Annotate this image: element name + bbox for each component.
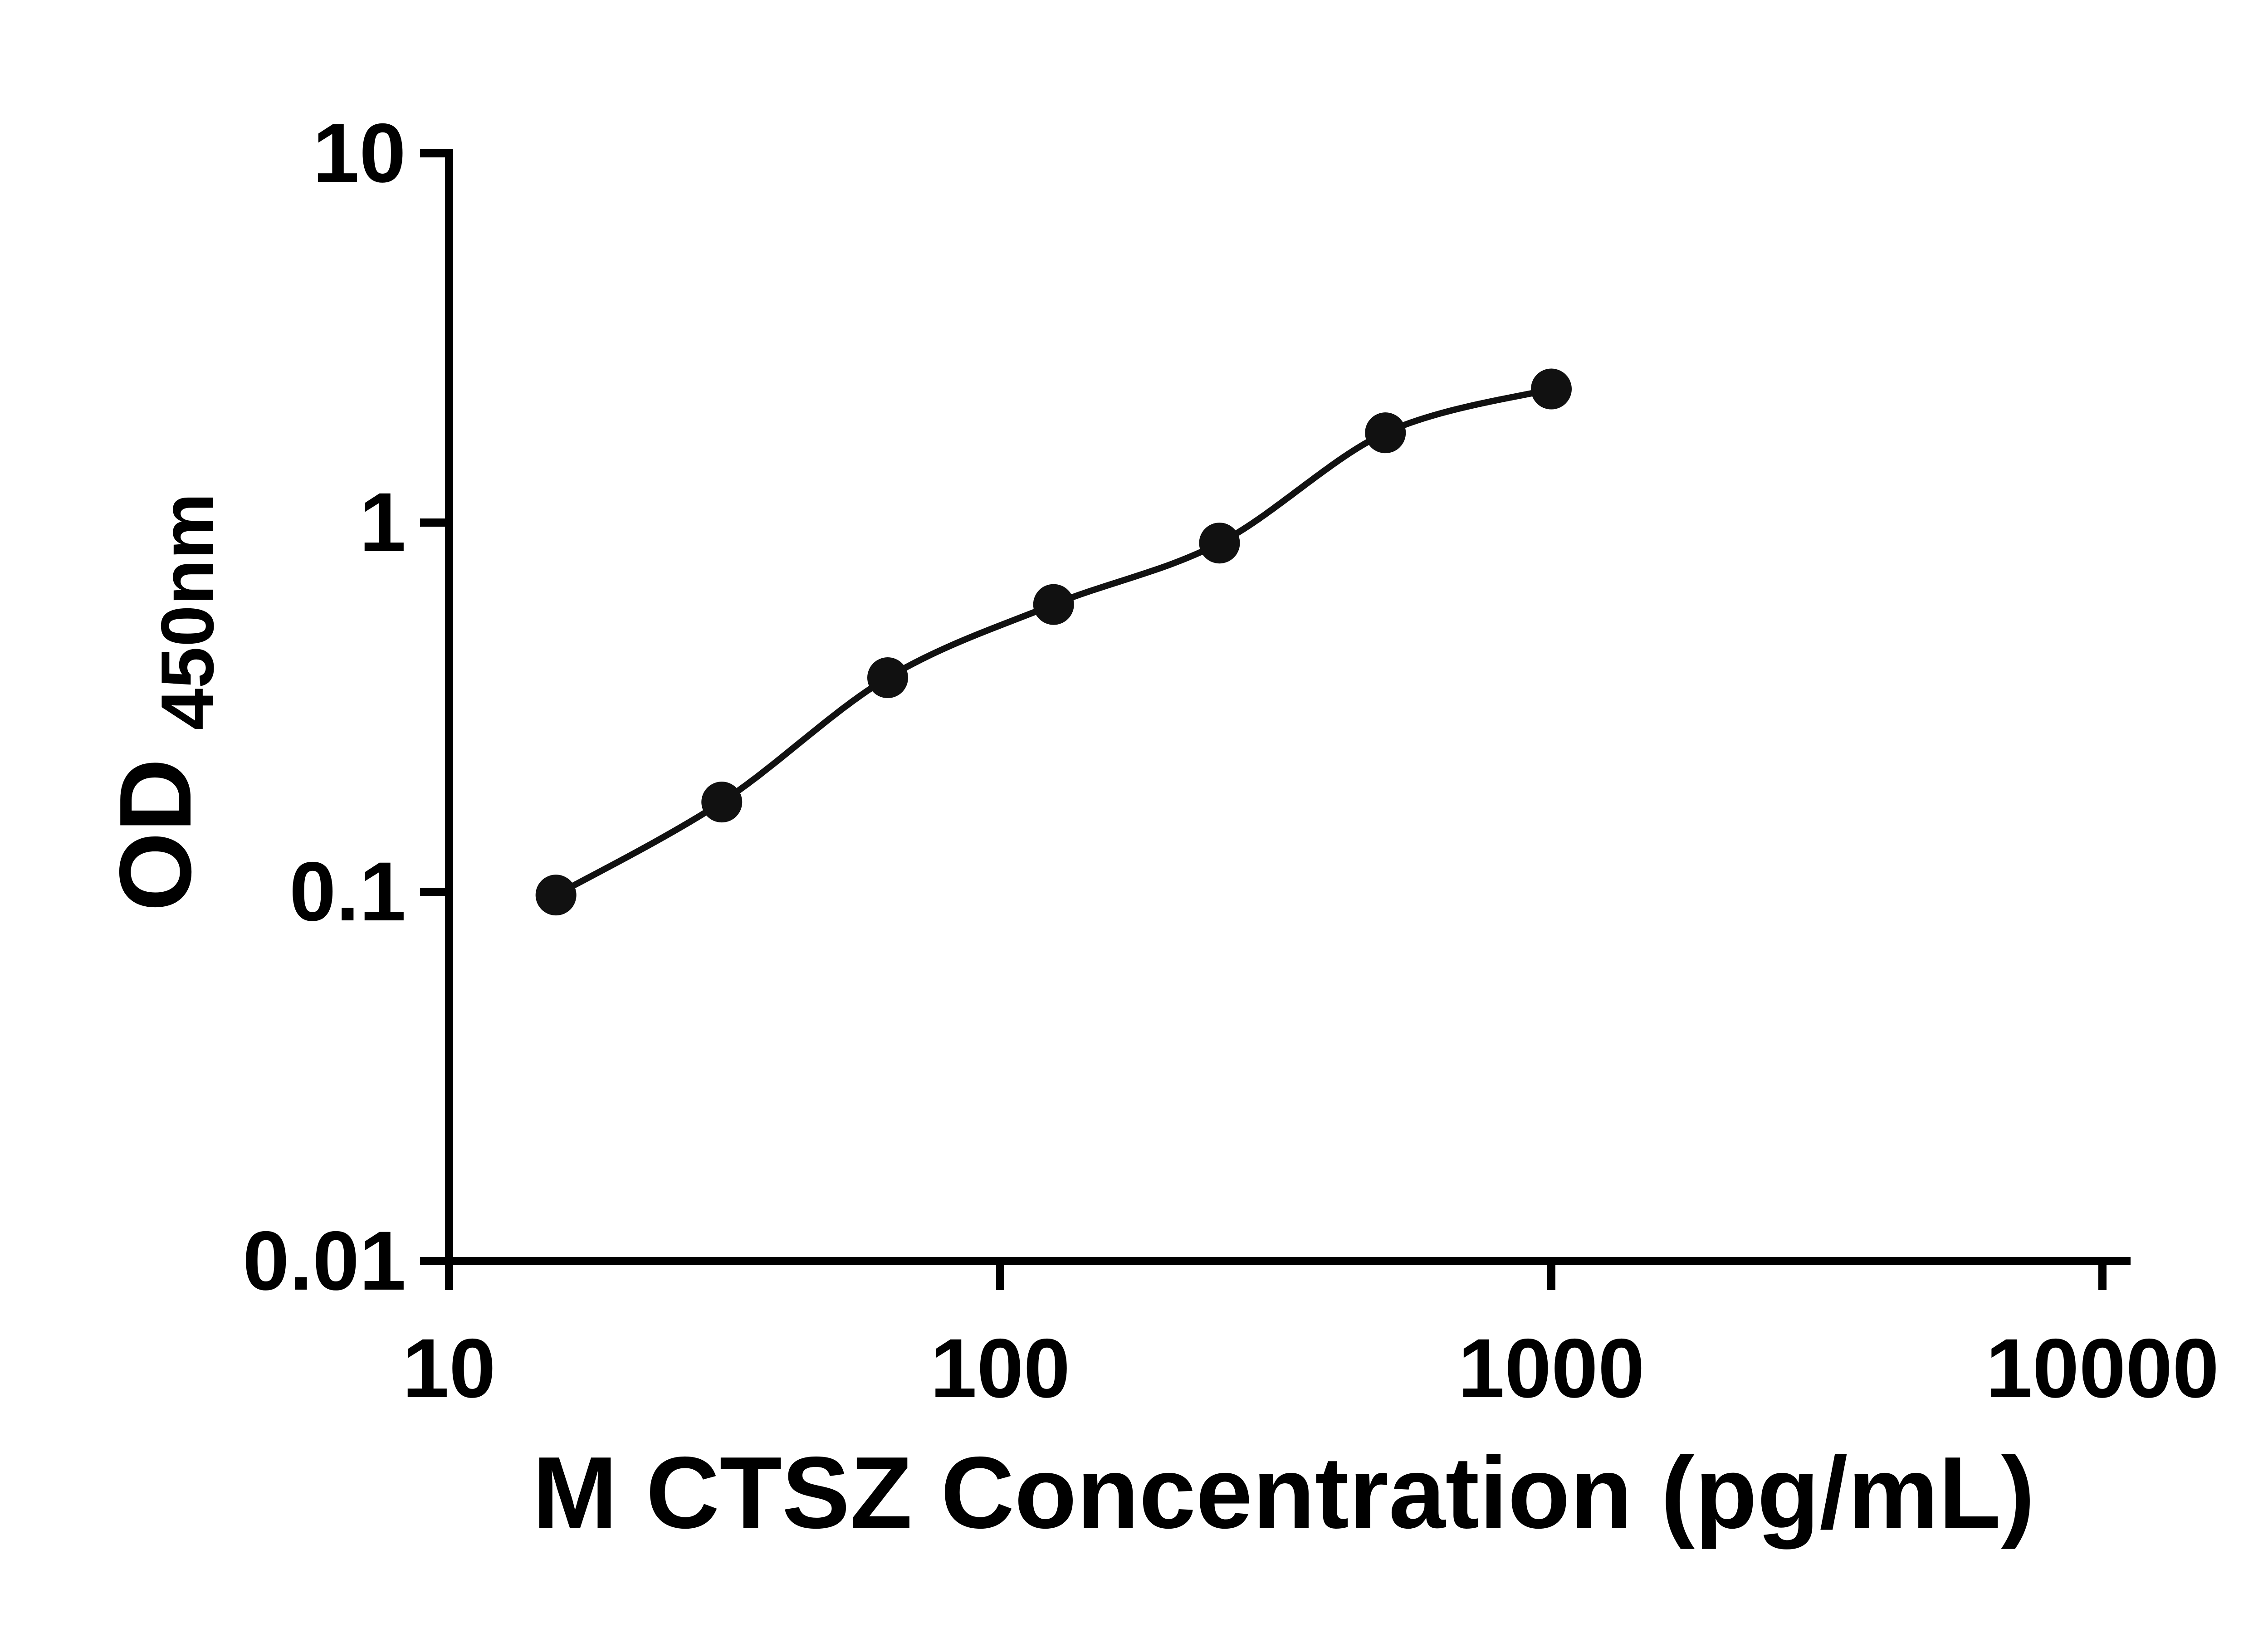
y-axis-title-main: OD: [98, 758, 212, 912]
x-tick-label: 10000: [1986, 1322, 2219, 1415]
data-point: [1365, 412, 1406, 454]
data-point: [1199, 523, 1240, 564]
y-axis-title: OD 450nm: [98, 493, 229, 912]
x-tick-label: 10: [402, 1322, 496, 1415]
axis-lines: [445, 149, 2131, 1265]
x-axis-title: M CTSZ Concentration (pg/mL): [533, 1435, 2035, 1550]
data-point: [1531, 368, 1572, 410]
x-tick-label: 100: [930, 1322, 1070, 1415]
data-point: [1033, 584, 1074, 625]
data-point: [867, 657, 908, 699]
fit-curve: [554, 386, 1552, 898]
data-point: [701, 782, 743, 823]
plot-area: 10 100 1000 10000 0.01 0.1 1 10: [243, 107, 2219, 1415]
y-tick-label: 0.01: [243, 1214, 406, 1308]
y-tick-label: 10: [313, 107, 406, 200]
y-tick-label: 0.1: [289, 845, 406, 939]
y-axis-title-subscript: 450nm: [146, 493, 229, 730]
x-tick-label: 1000: [1458, 1322, 1645, 1415]
y-tick-label: 1: [359, 476, 406, 569]
data-point: [535, 875, 577, 916]
